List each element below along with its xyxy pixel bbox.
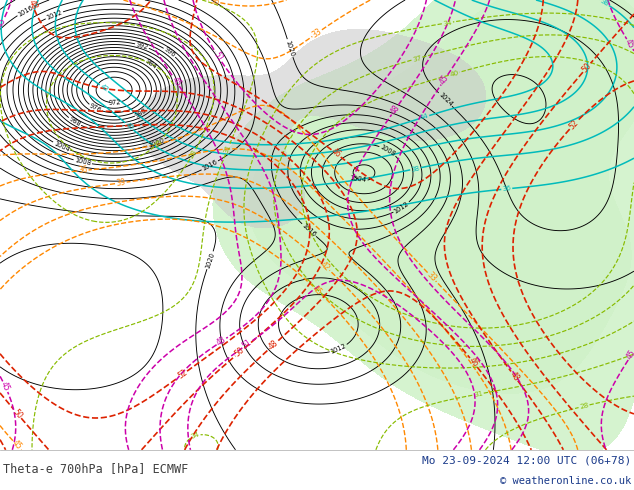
Text: 36: 36 (209, 0, 221, 7)
Text: 38: 38 (599, 0, 610, 7)
Text: 52: 52 (567, 118, 580, 131)
Text: 50: 50 (233, 345, 247, 359)
Text: 45: 45 (438, 73, 451, 86)
Text: 996: 996 (163, 46, 176, 58)
Text: 42: 42 (319, 260, 332, 273)
Text: 1020: 1020 (205, 251, 216, 269)
Text: 48: 48 (215, 335, 228, 348)
Text: 28: 28 (188, 148, 198, 160)
Text: Theta-e 700hPa [hPa] ECMWF: Theta-e 700hPa [hPa] ECMWF (3, 462, 188, 475)
Text: 34: 34 (443, 19, 453, 26)
Text: 976: 976 (88, 103, 103, 114)
Text: 1004: 1004 (349, 175, 367, 183)
Text: 45: 45 (623, 38, 634, 50)
Text: 1004: 1004 (53, 140, 70, 153)
Text: 48: 48 (389, 103, 401, 116)
Text: 25: 25 (153, 138, 164, 148)
Text: 1012: 1012 (393, 200, 410, 215)
Text: 45: 45 (0, 16, 8, 29)
Text: 28: 28 (579, 402, 589, 410)
Text: 980: 980 (134, 107, 148, 119)
Text: 972: 972 (108, 99, 121, 106)
Text: 40: 40 (124, 121, 134, 131)
Text: 1016: 1016 (16, 4, 34, 18)
Text: 984: 984 (144, 58, 157, 71)
Text: 992: 992 (135, 41, 149, 50)
Text: 45: 45 (625, 348, 634, 362)
Text: 31: 31 (473, 391, 483, 398)
Text: 33: 33 (311, 26, 324, 40)
Text: 44: 44 (419, 113, 429, 122)
Text: 33: 33 (425, 270, 438, 283)
Text: 37: 37 (411, 54, 422, 63)
Text: 1008: 1008 (74, 157, 91, 167)
Text: 1016: 1016 (201, 159, 219, 172)
Text: 1012: 1012 (330, 343, 347, 355)
Text: 48: 48 (268, 338, 281, 351)
Text: 31: 31 (223, 144, 232, 154)
Text: 46: 46 (330, 147, 343, 160)
Text: 1012: 1012 (46, 9, 63, 21)
Text: 45: 45 (311, 284, 324, 297)
Text: 48: 48 (27, 0, 38, 11)
Text: 50: 50 (580, 61, 593, 74)
Text: 34: 34 (190, 432, 200, 441)
Text: 42: 42 (99, 83, 109, 93)
Text: 45: 45 (0, 380, 11, 393)
Text: 48: 48 (508, 369, 521, 383)
Text: 45: 45 (11, 439, 24, 452)
Text: 51: 51 (212, 50, 225, 63)
Text: 50: 50 (11, 407, 24, 420)
Text: 52: 52 (176, 368, 189, 381)
Text: 45: 45 (169, 74, 183, 88)
Text: 40: 40 (449, 70, 460, 78)
Text: 1008: 1008 (379, 144, 397, 157)
Text: © weatheronline.co.uk: © weatheronline.co.uk (500, 476, 631, 486)
Text: 46: 46 (467, 356, 480, 369)
Text: 36: 36 (502, 185, 512, 192)
Text: 1020: 1020 (285, 39, 295, 57)
Text: 38: 38 (411, 165, 420, 172)
Text: 1024: 1024 (437, 92, 453, 108)
Text: Mo 23-09-2024 12:00 UTC (06+78): Mo 23-09-2024 12:00 UTC (06+78) (422, 456, 631, 466)
Text: 36: 36 (77, 166, 88, 175)
Text: 988: 988 (68, 116, 82, 128)
Text: 1000: 1000 (147, 137, 165, 149)
Text: 39: 39 (115, 178, 126, 188)
Text: 1016: 1016 (301, 222, 317, 238)
Text: 51: 51 (240, 338, 254, 351)
